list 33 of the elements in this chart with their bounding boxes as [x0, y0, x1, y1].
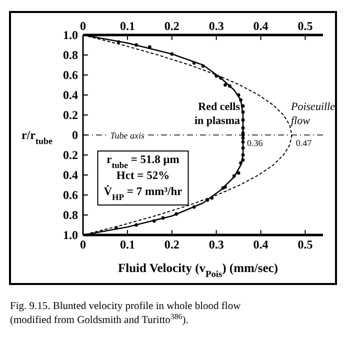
annotation: V̇$_{HP}$ = 7 mm³/hr — [104, 185, 182, 202]
x2-tick-label: 0.5 — [298, 238, 313, 252]
y-tick-label: 1.0 — [63, 28, 78, 42]
x-tick-label: 0.4 — [253, 19, 268, 33]
x2-tick-label: 0.4 — [253, 238, 268, 252]
y-tick-label: 0.4 — [63, 88, 78, 102]
y-tick-label: 0.6 — [63, 68, 78, 82]
annotation: 0.36 — [247, 138, 264, 148]
x2-tick-label: 0.2 — [164, 238, 180, 252]
x-tick-label: 0.2 — [164, 19, 180, 33]
annotation: Hct = 52% — [116, 170, 170, 182]
y-tick-label: 0.2 — [63, 108, 78, 122]
x-tick-label: 0.5 — [298, 19, 313, 33]
y-tick-label: 0.6 — [63, 188, 78, 202]
x-axis-title: Fluid Velocity (v$_{Pois}$) (mm/sec) — [118, 261, 278, 280]
y-axis-title: r/r$_{tube}$ — [21, 128, 53, 146]
series-label: Red cells in plasma — [194, 101, 241, 127]
y-tick-label: 0.8 — [63, 48, 78, 62]
series-label: Poiseuille flow — [290, 101, 336, 127]
y-tick-label: 1.0 — [63, 228, 78, 242]
y-tick-label: 0.8 — [63, 208, 78, 222]
caption: Fig. 9.15. Blunted velocity profile in whole blood flow (modified from Goldsmith and Turitto$^{386}$). — [10, 301, 242, 326]
x2-tick-label: 0.3 — [208, 238, 224, 252]
y-tick-label: 0.2 — [63, 148, 78, 162]
point — [224, 83, 227, 87]
x2-tick-label: 0.1 — [120, 238, 135, 252]
ref-line-label: Tube axis — [110, 130, 146, 140]
x-tick-label: 0.3 — [208, 19, 224, 33]
x-tick-label: 0.1 — [120, 19, 135, 33]
y-tick-label: 0.4 — [63, 168, 78, 182]
annotation: 0.47 — [296, 138, 312, 148]
y-tick-label: 0 — [72, 128, 78, 142]
annotation: r$_{tube}$ = 51.8 μm — [106, 154, 180, 170]
